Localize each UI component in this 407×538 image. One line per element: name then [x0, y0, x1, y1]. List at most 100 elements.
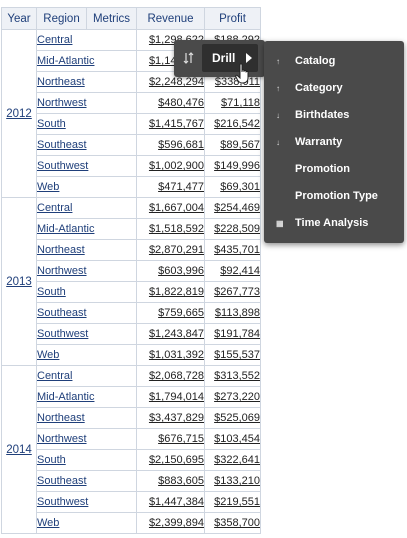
submenu-item-label: Warranty	[295, 136, 343, 148]
profit-cell[interactable]: $435,701	[204, 239, 261, 261]
region-cell[interactable]: Web	[36, 512, 137, 534]
revenue-cell[interactable]: $1,243,847	[136, 323, 205, 345]
up-arrow-icon: ↑	[276, 84, 280, 93]
region-cell[interactable]: Central	[36, 365, 137, 387]
table-row: 2013 Central $1,667,004 $254,469	[1, 197, 261, 366]
table-row: Northeast $2,870,291 $435,701	[2, 239, 261, 261]
profit-cell[interactable]: $191,784	[204, 323, 261, 345]
revenue-cell[interactable]: $480,476	[136, 92, 205, 114]
region-cell[interactable]: Northeast	[36, 407, 137, 429]
table-row: South $1,415,767 $216,542	[2, 113, 261, 135]
revenue-cell[interactable]: $596,681	[136, 134, 205, 156]
submenu-item[interactable]: ↓ Birthdates	[264, 102, 404, 129]
revenue-cell[interactable]: $1,447,384	[136, 491, 205, 513]
profit-cell[interactable]: $219,551	[204, 491, 261, 513]
year-cell[interactable]: 2014	[1, 365, 37, 534]
submenu-item[interactable]: ↓ Warranty	[264, 129, 404, 156]
profit-cell[interactable]: $113,898	[204, 302, 261, 324]
drill-submenu: ↑ Catalog ↑ Category ↓ Birthdates ↓ Warranty Pro…	[264, 41, 404, 243]
revenue-cell[interactable]: $759,665	[136, 302, 205, 324]
revenue-cell[interactable]: $2,870,291	[136, 239, 205, 261]
profit-cell[interactable]: $273,220	[204, 386, 261, 408]
revenue-cell[interactable]: $1,794,014	[136, 386, 205, 408]
region-cell[interactable]: Northwest	[36, 260, 137, 282]
header-profit[interactable]: Profit	[204, 7, 261, 30]
header-year[interactable]: Year	[1, 7, 37, 30]
revenue-cell[interactable]: $1,031,392	[136, 344, 205, 366]
region-cell[interactable]: Northeast	[36, 71, 137, 93]
revenue-cell[interactable]: $1,415,767	[136, 113, 205, 135]
header-revenue[interactable]: Revenue	[136, 7, 205, 30]
submenu-item[interactable]: ↑ Category	[264, 75, 404, 102]
region-cell[interactable]: Northwest	[36, 428, 137, 450]
profit-cell[interactable]: $254,469	[204, 197, 261, 219]
submenu-item[interactable]: ▦ Time Analysis	[264, 210, 404, 237]
region-cell[interactable]: Mid-Atlantic	[36, 50, 137, 72]
profit-cell[interactable]: $92,414	[204, 260, 261, 282]
revenue-cell[interactable]: $1,002,900	[136, 155, 205, 177]
region-cell[interactable]: Southeast	[36, 302, 137, 324]
table-row: Web $1,031,392 $155,537	[2, 344, 261, 366]
profit-cell[interactable]: $149,996	[204, 155, 261, 177]
year-cell[interactable]: 2013	[1, 197, 37, 366]
region-cell[interactable]: South	[36, 449, 137, 471]
region-cell[interactable]: Southwest	[36, 155, 137, 177]
revenue-cell[interactable]: $1,822,819	[136, 281, 205, 303]
region-cell[interactable]: Southeast	[36, 134, 137, 156]
table-row: Southeast $759,665 $113,898	[2, 302, 261, 324]
revenue-cell[interactable]: $3,437,829	[136, 407, 205, 429]
submenu-item[interactable]: ↑ Catalog	[264, 48, 404, 75]
revenue-cell[interactable]: $1,667,004	[136, 197, 205, 219]
revenue-cell[interactable]: $676,715	[136, 428, 205, 450]
region-cell[interactable]: Central	[36, 29, 137, 51]
revenue-cell[interactable]: $471,477	[136, 176, 205, 198]
table-row: Southwest $1,002,900 $149,996	[2, 155, 261, 177]
region-cell[interactable]: Southwest	[36, 491, 137, 513]
profit-cell[interactable]: $228,509	[204, 218, 261, 240]
revenue-cell[interactable]: $883,605	[136, 470, 205, 492]
revenue-cell[interactable]: $2,399,894	[136, 512, 205, 534]
submenu-item[interactable]: Promotion Type	[264, 183, 404, 210]
region-cell[interactable]: Northeast	[36, 239, 137, 261]
profit-cell[interactable]: $71,118	[204, 92, 261, 114]
table-row: Southwest $1,447,384 $219,551	[2, 491, 261, 513]
revenue-cell[interactable]: $603,996	[136, 260, 205, 282]
region-cell[interactable]: South	[36, 113, 137, 135]
table-row: Southeast $596,681 $89,567	[2, 134, 261, 156]
region-cell[interactable]: Mid-Atlantic	[36, 218, 137, 240]
profit-cell[interactable]: $216,542	[204, 113, 261, 135]
table-row: Northwest $603,996 $92,414	[2, 260, 261, 282]
profit-cell[interactable]: $313,552	[204, 365, 261, 387]
region-cell[interactable]: Central	[36, 197, 137, 219]
year-cell[interactable]: 2012	[1, 29, 37, 198]
region-cell[interactable]: Web	[36, 344, 137, 366]
region-cell[interactable]: Northwest	[36, 92, 137, 114]
header-metrics[interactable]: Metrics	[86, 7, 137, 30]
revenue-cell[interactable]: $2,068,728	[136, 365, 205, 387]
profit-cell[interactable]: $69,301	[204, 176, 261, 198]
region-cell[interactable]: Web	[36, 176, 137, 198]
profit-cell[interactable]: $133,210	[204, 470, 261, 492]
region-cell[interactable]: Southeast	[36, 470, 137, 492]
profit-cell[interactable]: $358,700	[204, 512, 261, 534]
profit-cell[interactable]: $103,454	[204, 428, 261, 450]
revenue-cell[interactable]: $1,518,592	[136, 218, 205, 240]
region-cell[interactable]: Mid-Atlantic	[36, 386, 137, 408]
profit-cell[interactable]: $267,773	[204, 281, 261, 303]
profit-cell[interactable]: $155,537	[204, 344, 261, 366]
table-row: Northwest $480,476 $71,118	[2, 92, 261, 114]
drill-button[interactable]: Drill	[202, 44, 258, 72]
profit-cell[interactable]: $89,567	[204, 134, 261, 156]
sort-icon[interactable]	[182, 51, 196, 65]
profit-cell[interactable]: $525,069	[204, 407, 261, 429]
region-cell[interactable]: South	[36, 281, 137, 303]
table-row: Southeast $883,605 $133,210	[2, 470, 261, 492]
table-row: South $1,822,819 $267,773	[2, 281, 261, 303]
hand-cursor-icon	[235, 63, 249, 84]
drill-label: Drill	[212, 51, 236, 65]
revenue-cell[interactable]: $2,150,695	[136, 449, 205, 471]
submenu-item[interactable]: Promotion	[264, 156, 404, 183]
header-region[interactable]: Region	[36, 7, 87, 30]
region-cell[interactable]: Southwest	[36, 323, 137, 345]
profit-cell[interactable]: $322,641	[204, 449, 261, 471]
